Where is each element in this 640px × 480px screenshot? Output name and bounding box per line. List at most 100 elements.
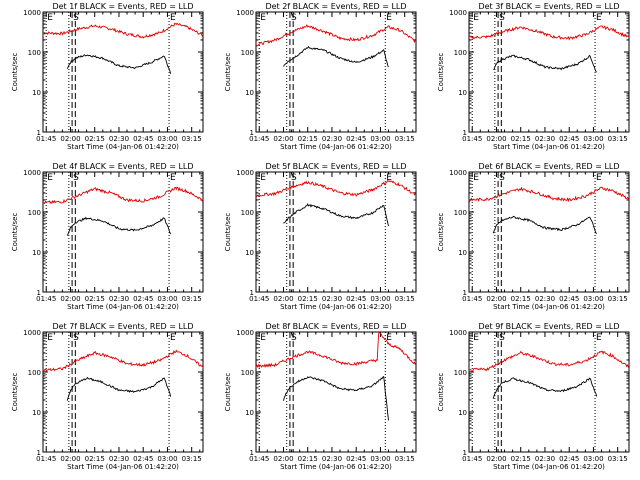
marker-label: S bbox=[73, 13, 79, 23]
y-axis-label: Counts/sec bbox=[224, 213, 232, 252]
y-axis-label: Counts/sec bbox=[224, 53, 232, 92]
x-axis-label: Start Time (04-Jan-06 01:42:20) bbox=[280, 303, 392, 311]
marker-label: E bbox=[260, 173, 266, 183]
marker-label: E bbox=[260, 333, 266, 343]
x-tick-label: 02:45 bbox=[133, 135, 153, 143]
y-axis-label: Counts/sec bbox=[11, 53, 19, 92]
marker-label: S bbox=[499, 173, 505, 183]
x-tick-label: 02:15 bbox=[85, 135, 105, 143]
y-tick-label: 10 bbox=[245, 409, 254, 417]
marker-label: E bbox=[596, 173, 602, 183]
y-tick-label: 1 bbox=[463, 449, 467, 457]
series-lld-line bbox=[255, 24, 416, 47]
y-tick-label: 1 bbox=[37, 129, 41, 137]
x-tick-label: 03:15 bbox=[395, 295, 415, 303]
y-tick-label: 100 bbox=[241, 209, 254, 217]
x-tick-label: 02:00 bbox=[273, 295, 293, 303]
x-tick-label: 02:45 bbox=[133, 455, 153, 463]
y-tick-label: 100 bbox=[28, 49, 41, 57]
x-tick-label: 02:30 bbox=[322, 295, 342, 303]
y-tick-label: 10 bbox=[32, 89, 41, 97]
y-axis-label: Counts/sec bbox=[437, 373, 445, 412]
marker-label: E bbox=[386, 333, 392, 343]
x-tick-label: 03:15 bbox=[608, 135, 628, 143]
y-tick-label: 1000 bbox=[23, 9, 41, 17]
y-tick-label: 10 bbox=[245, 249, 254, 257]
marker-label: S bbox=[291, 173, 297, 183]
x-axis-label: Start Time (04-Jan-06 01:42:20) bbox=[67, 303, 179, 311]
y-tick-label: 1 bbox=[250, 449, 254, 457]
x-tick-label: 02:30 bbox=[535, 455, 555, 463]
y-tick-label: 1000 bbox=[236, 9, 254, 17]
chart-panel: Det 4f BLACK = Events, RED = LLD 1 10 100 10… bbox=[11, 162, 204, 311]
y-tick-label: 10 bbox=[458, 89, 467, 97]
x-tick-label: 01:45 bbox=[462, 455, 482, 463]
chart-title: Det 1f BLACK = Events, RED = LLD bbox=[52, 2, 193, 11]
plot-frame bbox=[255, 331, 417, 453]
y-tick-label: 1000 bbox=[23, 329, 41, 337]
series-events-line bbox=[493, 54, 598, 73]
series-events-line bbox=[492, 215, 597, 234]
y-tick-label: 1 bbox=[37, 449, 41, 457]
marker-label: E bbox=[386, 173, 392, 183]
y-tick-label: 1000 bbox=[449, 329, 467, 337]
x-tick-label: 02:45 bbox=[559, 295, 579, 303]
x-tick-label: 03:00 bbox=[370, 135, 390, 143]
y-tick-label: 1 bbox=[463, 129, 467, 137]
x-tick-label: 02:30 bbox=[109, 135, 129, 143]
x-tick-label: 01:45 bbox=[462, 135, 482, 143]
x-tick-label: 01:45 bbox=[249, 455, 269, 463]
x-axis-label: Start Time (04-Jan-06 01:42:20) bbox=[280, 463, 392, 471]
y-tick-label: 1000 bbox=[449, 9, 467, 17]
x-tick-label: 02:15 bbox=[85, 295, 105, 303]
x-tick-label: 03:15 bbox=[395, 135, 415, 143]
chart-panel: Det 8f BLACK = Events, RED = LLD 1 10 100 10… bbox=[224, 322, 417, 471]
x-tick-label: 03:00 bbox=[583, 135, 603, 143]
series-events-line bbox=[283, 375, 389, 421]
x-tick-label: 02:45 bbox=[346, 135, 366, 143]
y-tick-label: 100 bbox=[28, 369, 41, 377]
marker-label: S bbox=[291, 333, 297, 343]
x-tick-label: 02:15 bbox=[511, 455, 531, 463]
series-lld-line bbox=[468, 350, 630, 372]
x-tick-label: 02:45 bbox=[559, 455, 579, 463]
chart-panel: Det 3f BLACK = Events, RED = LLD 1 10 100 10… bbox=[437, 2, 630, 151]
marker-label: E bbox=[596, 13, 602, 23]
chart-panel: Det 1f BLACK = Events, RED = LLD 1 10 100 10… bbox=[11, 2, 204, 151]
y-tick-label: 1000 bbox=[449, 169, 467, 177]
y-tick-label: 1000 bbox=[236, 169, 254, 177]
x-tick-label: 02:45 bbox=[346, 455, 366, 463]
x-axis-label: Start Time (04-Jan-06 01:42:20) bbox=[493, 303, 605, 311]
y-tick-label: 100 bbox=[454, 209, 467, 217]
x-axis-label: Start Time (04-Jan-06 01:42:20) bbox=[493, 143, 605, 151]
x-tick-label: 02:00 bbox=[273, 455, 293, 463]
y-tick-label: 1 bbox=[37, 289, 41, 297]
chart-panel: Det 5f BLACK = Events, RED = LLD 1 10 100 10… bbox=[224, 162, 417, 311]
y-axis-label: Counts/sec bbox=[224, 373, 232, 412]
chart-panel: Det 2f BLACK = Events, RED = LLD 1 10 100 10… bbox=[224, 2, 417, 151]
x-tick-label: 02:00 bbox=[486, 295, 506, 303]
series-lld-line bbox=[468, 186, 630, 203]
y-axis-label: Counts/sec bbox=[11, 213, 19, 252]
x-tick-label: 03:00 bbox=[157, 455, 177, 463]
x-tick-label: 02:45 bbox=[133, 295, 153, 303]
y-tick-label: 1 bbox=[250, 129, 254, 137]
series-lld-line bbox=[43, 186, 204, 205]
x-tick-label: 02:00 bbox=[60, 135, 80, 143]
x-tick-label: 02:00 bbox=[60, 455, 80, 463]
chart-title: Det 3f BLACK = Events, RED = LLD bbox=[478, 2, 619, 11]
marker-label: E bbox=[47, 13, 53, 23]
x-tick-label: 03:00 bbox=[583, 455, 603, 463]
y-tick-label: 100 bbox=[28, 209, 41, 217]
y-tick-label: 1 bbox=[250, 289, 254, 297]
y-axis-label: Counts/sec bbox=[11, 373, 19, 412]
marker-label: E bbox=[473, 173, 479, 183]
x-tick-label: 03:15 bbox=[608, 295, 628, 303]
marker-label: E bbox=[170, 173, 176, 183]
series-events-line bbox=[283, 46, 389, 68]
y-tick-label: 10 bbox=[458, 249, 467, 257]
chart-title: Det 5f BLACK = Events, RED = LLD bbox=[265, 162, 406, 171]
y-tick-label: 10 bbox=[245, 89, 254, 97]
plot-frame bbox=[42, 331, 204, 453]
